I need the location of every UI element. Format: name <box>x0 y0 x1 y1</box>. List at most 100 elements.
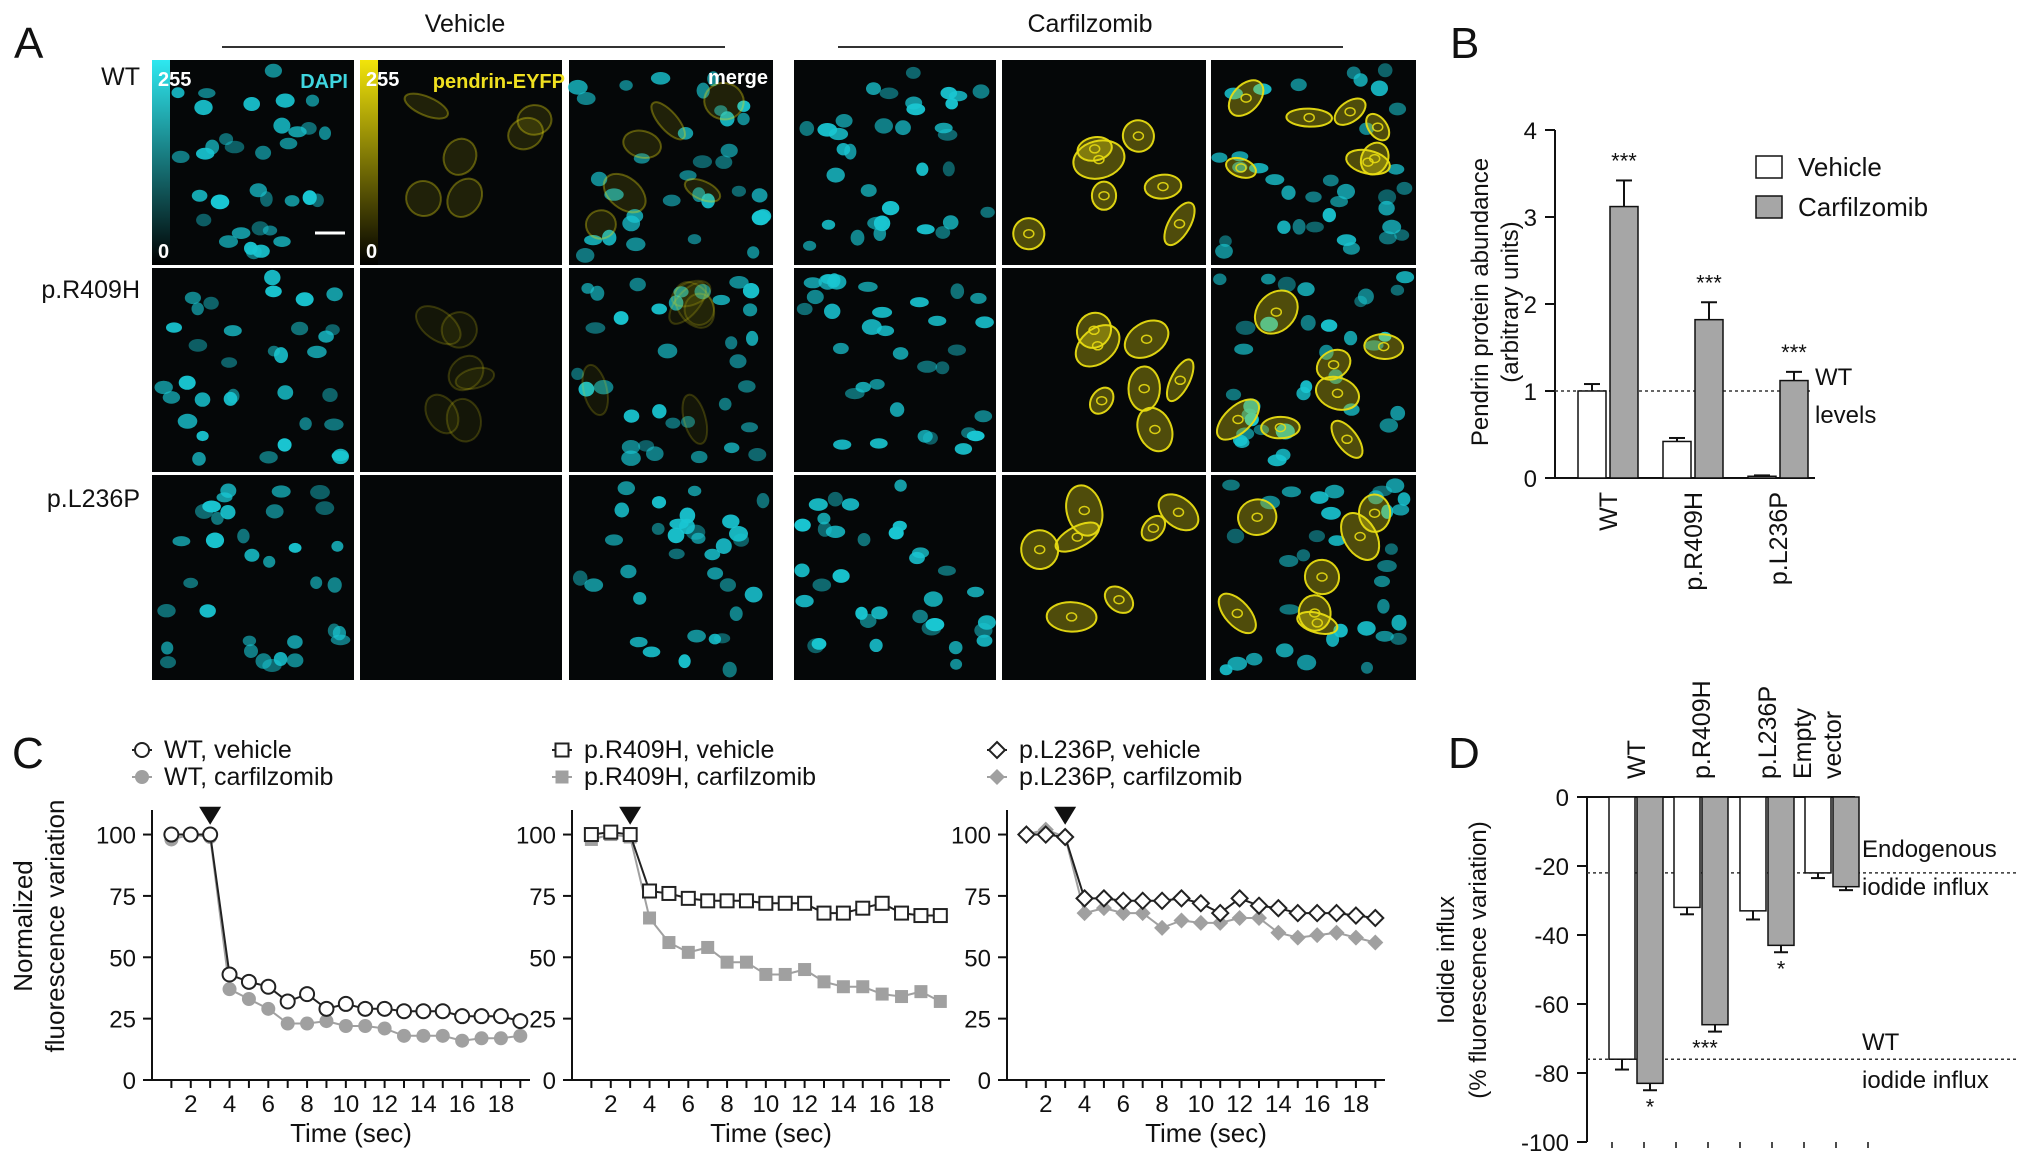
pendrin-cell <box>1217 592 1257 635</box>
panel-c-y-tick-label: 0 <box>123 1068 136 1095</box>
pendrin-cell <box>581 363 609 417</box>
pendrin-perinuclear-ring <box>1023 228 1035 239</box>
nucleus <box>1396 271 1415 284</box>
nucleus <box>828 127 849 141</box>
nucleus <box>906 103 926 116</box>
nucleus <box>970 292 987 304</box>
panel-c-point <box>1365 908 1385 928</box>
pendrin-perinuclear-ring <box>1231 608 1244 619</box>
panel-c-x-tick-label: 2 <box>184 1091 197 1118</box>
pendrin-cell <box>445 397 482 443</box>
panel-c-y-tick-label: 100 <box>951 823 991 850</box>
pendrin-perinuclear-ring <box>1147 523 1160 533</box>
nucleus <box>871 606 888 620</box>
pendrin-cell <box>442 137 478 176</box>
nucleus <box>657 343 678 359</box>
panel-d-ylabel-line1: Iodide influx <box>1433 896 1460 1024</box>
panel-c-point <box>1094 888 1114 908</box>
nucleus <box>242 635 257 647</box>
panel-b-category-label: p.L236P <box>1765 492 1793 585</box>
nucleus <box>210 194 230 210</box>
nucleus <box>629 636 648 648</box>
nucleus <box>651 496 667 509</box>
nucleus <box>714 105 728 116</box>
pendrin-perinuclear-ring <box>1138 383 1150 394</box>
pendrin-cell <box>1054 521 1100 553</box>
panel-c-x-tick-label: 18 <box>488 1091 515 1118</box>
panel-b-category-label: WT <box>1595 492 1623 531</box>
pendrin-cell <box>1157 493 1200 532</box>
nucleus <box>827 491 843 507</box>
pendrin-perinuclear-ring <box>1235 163 1247 173</box>
panel-c-point <box>357 1000 374 1017</box>
micrograph-r2-c3 <box>569 268 773 472</box>
nucleus <box>1300 380 1313 394</box>
nucleus <box>646 446 664 462</box>
dapi-channel-label: DAPI <box>300 71 348 93</box>
nucleus <box>872 306 893 318</box>
pendrin-cell <box>1365 112 1391 142</box>
panel-c-point <box>932 908 948 924</box>
row-label-p-l236p: p.L236P <box>47 485 140 513</box>
panel-c-point <box>758 895 774 911</box>
nucleus <box>178 375 196 390</box>
panel-c-legend-marker <box>554 742 570 758</box>
panel-b-significance: *** <box>1611 148 1637 173</box>
panel-c-point <box>836 980 850 994</box>
panel-c-point <box>492 1008 509 1025</box>
nucleus <box>975 316 994 329</box>
nucleus <box>866 82 881 95</box>
panel-c-x-axis-label: Time (sec) <box>290 1118 412 1148</box>
nucleus <box>322 388 338 402</box>
nucleus <box>1310 491 1329 504</box>
panel-c-point <box>914 985 928 999</box>
nucleus <box>894 479 907 492</box>
nucleus <box>928 315 947 326</box>
pendrin-perinuclear-ring <box>1377 341 1390 352</box>
nucleus <box>909 551 925 565</box>
nucleus <box>737 112 750 126</box>
nucleus <box>1336 234 1357 246</box>
nuclei <box>799 66 995 251</box>
panel-c-point <box>221 966 238 983</box>
panel-c-point <box>1173 912 1190 929</box>
nucleus <box>171 87 185 99</box>
panel-c-point <box>358 1019 373 1033</box>
nucleus <box>1300 315 1316 331</box>
pendrin-cell <box>1225 156 1257 179</box>
nucleus <box>154 380 173 395</box>
panel-c-x-tick-label: 8 <box>1155 1091 1168 1118</box>
nucleus <box>265 285 282 298</box>
panel-c-x-tick-label: 18 <box>1343 1091 1370 1118</box>
panel-b-significance: *** <box>1696 270 1722 295</box>
nucleus <box>850 229 865 246</box>
panel-c-point <box>661 885 677 901</box>
nucleus <box>799 121 815 136</box>
nucleus <box>718 397 732 411</box>
micrograph-r3-c1 <box>152 475 354 680</box>
pendrin-cell <box>1136 406 1174 453</box>
pendrin-cell <box>683 177 722 203</box>
panel-c-point <box>583 827 599 843</box>
nucleus <box>1391 614 1407 631</box>
panel-c-charts: Normalized fluorescence variation 0 25 50 7… <box>8 736 1385 1148</box>
nucleus <box>604 188 624 201</box>
nucleus <box>223 325 242 337</box>
pendrin-perinuclear-ring <box>1316 572 1328 582</box>
nucleus <box>794 518 811 532</box>
panel-c-point <box>603 824 619 840</box>
panel-c-point <box>455 1033 470 1048</box>
merge-channel-label: merge <box>708 67 768 89</box>
panel-d-bars: * WT *** p.R409H * p.L236P Empty vector <box>1608 680 1860 1119</box>
nucleus <box>1213 273 1227 286</box>
micrograph-background <box>1002 60 1206 265</box>
pendrin-cell <box>683 292 716 326</box>
nucleus <box>844 143 857 160</box>
pendrin-cell <box>405 179 442 218</box>
row-label-wt: WT <box>101 63 140 91</box>
pendrin-cell <box>1163 201 1196 247</box>
pendrin-perinuclear-ring <box>1157 181 1169 192</box>
nucleus <box>219 235 238 248</box>
pendrin-cell <box>1330 419 1364 459</box>
nucleus <box>287 635 303 649</box>
